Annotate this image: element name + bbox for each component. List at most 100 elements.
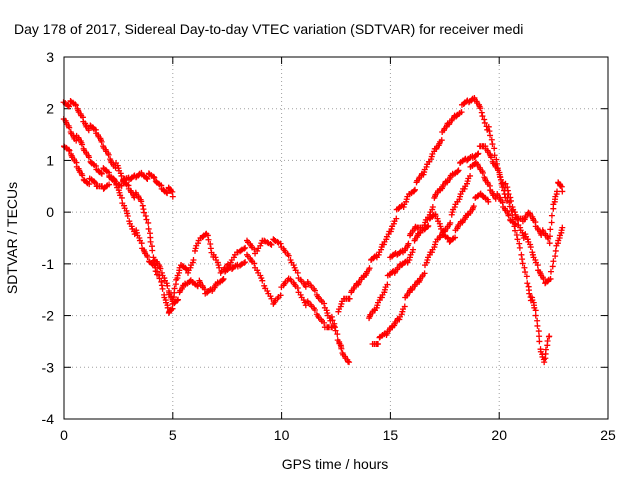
- data-point: [241, 259, 248, 266]
- grid-lines: [64, 57, 608, 419]
- data-point: [548, 212, 555, 219]
- data-point: [411, 186, 418, 193]
- data-point: [277, 240, 284, 247]
- data-point: [151, 174, 158, 181]
- data-point: [261, 237, 268, 244]
- data-point: [534, 262, 541, 269]
- data-point: [411, 187, 418, 194]
- data-point: [174, 297, 181, 304]
- y-axis-label: SDTVAR / TECUs: [4, 182, 20, 294]
- data-point: [513, 231, 520, 238]
- data-point: [141, 209, 148, 216]
- data-point: [485, 123, 492, 130]
- data-point: [549, 263, 556, 270]
- data-point: [454, 168, 461, 175]
- data-point: [479, 169, 486, 176]
- data-point: [285, 252, 292, 259]
- data-point: [205, 236, 212, 243]
- data-point: [98, 170, 105, 177]
- data-point: [488, 136, 495, 143]
- data-points: [60, 94, 566, 366]
- data-point: [542, 346, 549, 353]
- data-point: [519, 260, 526, 267]
- data-point: [171, 285, 178, 292]
- data-point: [219, 276, 226, 283]
- data-point: [467, 172, 474, 179]
- data-point: [527, 244, 534, 251]
- data-point: [79, 141, 86, 148]
- x-tick-label: 25: [600, 427, 616, 443]
- data-point: [259, 277, 266, 284]
- data-point: [489, 141, 496, 148]
- series-trace-5: [366, 143, 566, 322]
- data-point: [118, 172, 125, 179]
- data-point: [124, 213, 131, 220]
- data-point: [346, 295, 353, 302]
- x-tick-label: 10: [274, 427, 290, 443]
- data-point: [534, 317, 541, 324]
- data-point: [190, 256, 197, 263]
- x-tick-label: 15: [383, 427, 399, 443]
- data-point: [158, 278, 165, 285]
- data-point: [505, 212, 512, 219]
- data-point: [145, 225, 152, 232]
- data-point: [512, 221, 519, 228]
- data-point: [523, 273, 530, 280]
- data-point: [536, 333, 543, 340]
- data-point: [207, 245, 214, 252]
- data-point: [541, 359, 548, 366]
- data-point: [366, 265, 373, 272]
- data-point: [242, 259, 249, 266]
- data-point: [458, 109, 465, 116]
- data-point: [175, 296, 182, 303]
- data-point: [277, 292, 284, 299]
- data-point: [111, 177, 118, 184]
- data-point: [329, 317, 336, 324]
- data-point: [491, 145, 498, 152]
- data-point: [294, 284, 301, 291]
- data-point: [425, 222, 432, 229]
- data-point: [540, 275, 547, 282]
- data-point: [251, 260, 258, 267]
- data-point: [79, 172, 86, 179]
- data-point: [552, 253, 559, 260]
- data-point: [271, 237, 278, 244]
- data-point: [164, 282, 171, 289]
- plot-frame: [63, 56, 609, 420]
- data-point: [447, 219, 454, 226]
- data-point: [159, 285, 166, 292]
- data-point: [488, 154, 495, 161]
- data-point: [410, 246, 417, 253]
- data-point: [194, 282, 201, 289]
- data-point: [547, 268, 554, 275]
- data-point: [485, 198, 492, 205]
- data-point: [98, 169, 105, 176]
- data-point: [536, 338, 543, 345]
- data-point: [85, 127, 92, 134]
- data-point: [144, 175, 151, 182]
- data-point: [547, 275, 554, 282]
- data-point: [86, 154, 93, 161]
- data-point: [321, 319, 328, 326]
- data-point: [237, 261, 244, 268]
- y-tick-label: -4: [42, 411, 55, 427]
- data-point: [504, 184, 511, 191]
- data-point: [486, 128, 493, 135]
- data-point: [106, 181, 113, 188]
- data-point: [268, 241, 275, 248]
- data-point: [438, 137, 445, 144]
- data-point: [145, 219, 152, 226]
- data-point: [518, 251, 525, 258]
- data-point: [481, 116, 488, 123]
- data-point: [481, 119, 488, 126]
- data-point: [163, 189, 170, 196]
- data-point: [86, 181, 93, 188]
- data-point: [302, 283, 309, 290]
- y-tick-label: -1: [42, 256, 55, 272]
- data-point: [158, 282, 165, 289]
- data-point: [546, 240, 553, 247]
- data-point: [534, 322, 541, 329]
- data-point: [338, 345, 345, 352]
- data-point: [477, 105, 484, 112]
